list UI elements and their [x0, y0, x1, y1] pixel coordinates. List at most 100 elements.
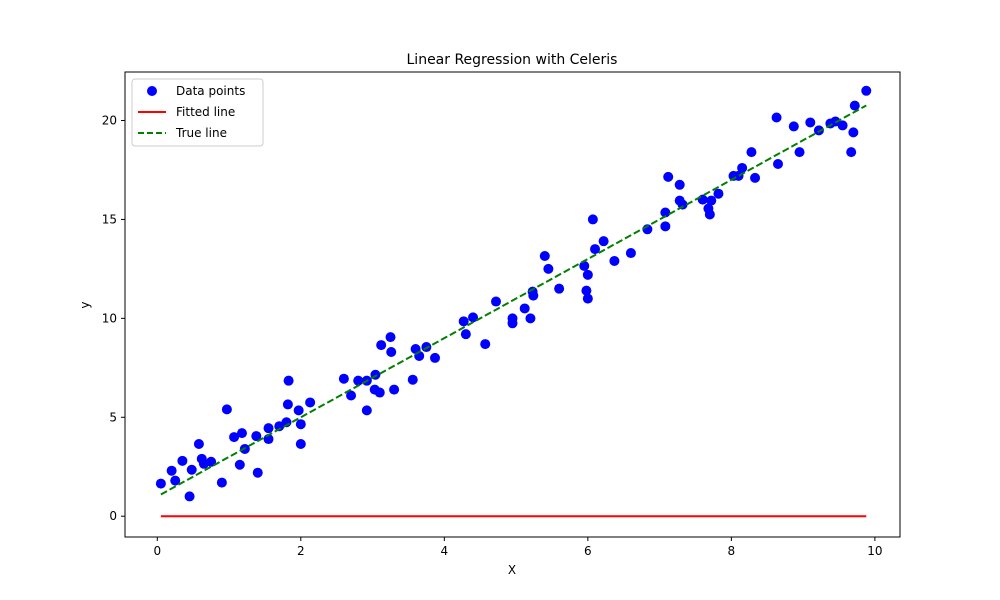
data-point: [155, 478, 166, 489]
legend-marker: [147, 86, 157, 96]
data-point: [407, 374, 418, 385]
data-point: [184, 491, 195, 502]
y-tick-label: 20: [102, 113, 117, 127]
data-point: [737, 162, 748, 173]
data-point: [582, 269, 593, 280]
x-tick-label: 6: [584, 544, 592, 558]
plot-frame: [124, 71, 901, 538]
data-point: [625, 248, 636, 259]
data-point: [750, 172, 761, 183]
legend-frame: [131, 78, 264, 147]
plot-content: [155, 85, 872, 518]
data-point: [507, 318, 518, 329]
data-point: [788, 121, 799, 132]
data-point: [166, 465, 177, 476]
data-point: [582, 293, 593, 304]
data-point: [234, 459, 245, 470]
data-point: [293, 405, 304, 416]
data-point: [771, 112, 782, 123]
data-point: [525, 313, 536, 324]
data-point: [170, 475, 181, 486]
data-point: [282, 399, 293, 410]
x-tick-label: 10: [867, 544, 882, 558]
legend: Data points Fitted line True line: [131, 78, 264, 147]
data-point: [660, 207, 671, 218]
data-point: [177, 455, 188, 466]
x-axis: 0 2 4 6 8 10: [153, 537, 883, 558]
data-point: [579, 260, 590, 271]
data-point: [528, 290, 539, 301]
data-point: [697, 194, 708, 205]
data-point: [554, 283, 565, 294]
x-tick-label: 8: [728, 544, 736, 558]
legend-label: Fitted line: [176, 105, 235, 119]
data-point: [598, 236, 609, 247]
data-point: [263, 423, 274, 434]
data-point: [251, 431, 262, 442]
data-point: [746, 147, 757, 158]
data-point: [837, 120, 848, 131]
data-point: [236, 428, 247, 439]
data-point: [663, 171, 674, 182]
data-point: [430, 352, 440, 363]
data-point: [460, 329, 471, 340]
data-point: [519, 303, 530, 314]
data-point: [660, 221, 671, 232]
data-point: [361, 405, 372, 416]
data-point: [590, 244, 601, 255]
data-point: [295, 419, 306, 430]
data-point: [773, 159, 784, 170]
data-point: [295, 439, 306, 449]
data-point: [805, 117, 816, 128]
data-point: [813, 125, 824, 136]
data-point: [283, 375, 294, 386]
data-point: [221, 404, 232, 415]
y-axis: 0 5 10 15 20: [102, 113, 125, 523]
data-point: [480, 339, 491, 350]
x-tick-label: 2: [297, 544, 305, 558]
y-tick-label: 0: [109, 509, 117, 523]
data-point: [539, 251, 550, 262]
data-point: [490, 296, 501, 307]
data-point: [543, 263, 554, 274]
data-point: [846, 147, 857, 158]
true-line-series: [160, 104, 867, 496]
data-point: [587, 214, 598, 225]
data-point: [704, 209, 715, 220]
data-point: [861, 85, 872, 96]
data-point: [386, 346, 397, 357]
y-tick-label: 10: [102, 311, 117, 325]
data-point: [849, 100, 860, 111]
data-point: [848, 127, 859, 138]
legend-label: Data points: [176, 84, 245, 98]
legend-label: True line: [175, 126, 227, 140]
data-point: [193, 439, 204, 449]
data-point: [374, 387, 385, 398]
data-point: [252, 467, 263, 478]
x-tick-label: 0: [153, 544, 161, 558]
y-tick-label: 5: [109, 410, 117, 424]
data-point: [458, 316, 469, 327]
data-point: [794, 147, 805, 158]
data-point: [674, 179, 685, 190]
data-point: [581, 285, 592, 296]
data-point: [229, 432, 240, 443]
data-point: [353, 375, 364, 386]
data-point: [468, 312, 479, 323]
data-point: [346, 390, 357, 401]
data-point: [376, 340, 387, 351]
data-point: [385, 332, 396, 343]
data-point: [713, 188, 724, 199]
data-point: [305, 397, 316, 408]
data-point: [389, 384, 400, 395]
y-axis-label: y: [78, 301, 92, 308]
y-tick-label: 15: [102, 212, 117, 226]
data-point: [609, 255, 620, 266]
data-point: [706, 195, 717, 206]
data-point: [338, 373, 349, 384]
x-axis-label: X: [508, 563, 516, 577]
data-point: [186, 464, 197, 475]
chart-title: Linear Regression with Celeris: [407, 52, 618, 68]
data-point: [216, 477, 227, 488]
